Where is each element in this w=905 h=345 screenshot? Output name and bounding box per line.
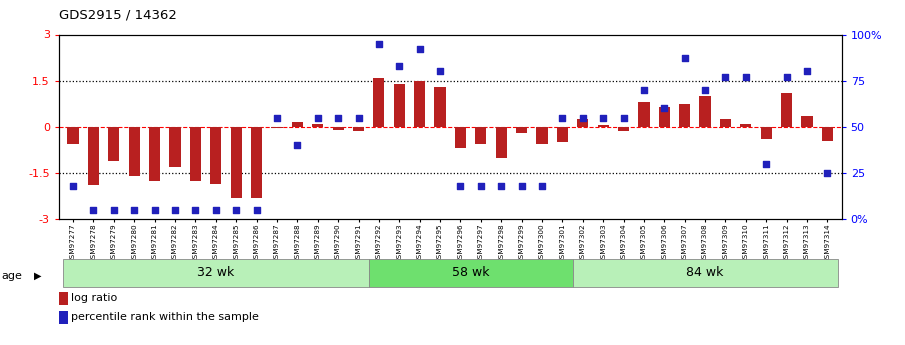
Bar — [210, 127, 222, 184]
Point — [86, 207, 100, 213]
FancyBboxPatch shape — [368, 259, 573, 286]
Point — [413, 47, 427, 52]
Point — [678, 56, 692, 61]
Bar — [272, 127, 282, 128]
Bar — [802, 116, 813, 127]
Bar — [496, 127, 507, 158]
FancyBboxPatch shape — [573, 259, 837, 286]
Point — [148, 207, 162, 213]
Bar — [394, 84, 405, 127]
Point — [372, 41, 386, 47]
Bar — [109, 127, 119, 161]
Point — [576, 115, 590, 120]
FancyBboxPatch shape — [63, 259, 368, 286]
Point — [738, 74, 753, 80]
Bar — [251, 127, 262, 198]
Point — [291, 142, 305, 148]
Point — [433, 69, 447, 74]
Bar — [577, 119, 588, 127]
Bar — [373, 78, 385, 127]
Bar — [291, 122, 303, 127]
Bar — [557, 127, 568, 142]
Point — [779, 74, 794, 80]
Bar — [149, 127, 160, 181]
Bar — [760, 127, 772, 139]
Point — [473, 183, 488, 189]
Text: GDS2915 / 14362: GDS2915 / 14362 — [59, 9, 176, 22]
Text: 32 wk: 32 wk — [197, 266, 234, 279]
Text: log ratio: log ratio — [71, 294, 117, 303]
Text: age: age — [2, 271, 23, 281]
Point — [453, 183, 468, 189]
Bar — [414, 81, 425, 127]
Point — [636, 87, 651, 93]
Bar — [659, 107, 670, 127]
Point — [555, 115, 569, 120]
Point — [107, 207, 121, 213]
Bar — [190, 127, 201, 181]
Bar — [68, 127, 79, 144]
Point — [188, 207, 203, 213]
Point — [127, 207, 141, 213]
Bar — [332, 127, 344, 130]
Point — [800, 69, 814, 74]
Bar — [638, 102, 650, 127]
Bar — [679, 104, 691, 127]
Point — [698, 87, 712, 93]
Bar — [537, 127, 548, 144]
Bar — [618, 127, 629, 131]
Bar — [169, 127, 181, 167]
Point — [270, 115, 284, 120]
Bar — [700, 96, 710, 127]
Text: percentile rank within the sample: percentile rank within the sample — [71, 313, 259, 322]
Bar — [597, 125, 609, 127]
Point — [759, 161, 774, 167]
Bar — [822, 127, 833, 141]
Bar — [312, 124, 323, 127]
Text: ▶: ▶ — [34, 271, 42, 281]
Point — [167, 207, 182, 213]
Bar — [231, 127, 242, 198]
Point — [66, 183, 81, 189]
Bar — [516, 127, 528, 133]
Point — [657, 106, 672, 111]
Point — [250, 207, 264, 213]
Bar — [129, 127, 140, 176]
Text: 58 wk: 58 wk — [452, 266, 490, 279]
Point — [719, 74, 733, 80]
Point — [392, 63, 406, 69]
Point — [310, 115, 325, 120]
Point — [208, 207, 223, 213]
Bar — [434, 87, 445, 127]
Bar — [740, 124, 751, 127]
Point — [535, 183, 549, 189]
Bar — [475, 127, 486, 144]
Point — [331, 115, 346, 120]
Point — [595, 115, 610, 120]
Point — [820, 170, 834, 176]
Text: 84 wk: 84 wk — [686, 266, 724, 279]
Bar — [719, 119, 731, 127]
Bar — [455, 127, 466, 148]
Bar — [353, 127, 364, 131]
Point — [616, 115, 631, 120]
Point — [351, 115, 366, 120]
Bar — [781, 93, 792, 127]
Point — [494, 183, 509, 189]
Point — [514, 183, 529, 189]
Bar — [88, 127, 99, 185]
Point — [229, 207, 243, 213]
